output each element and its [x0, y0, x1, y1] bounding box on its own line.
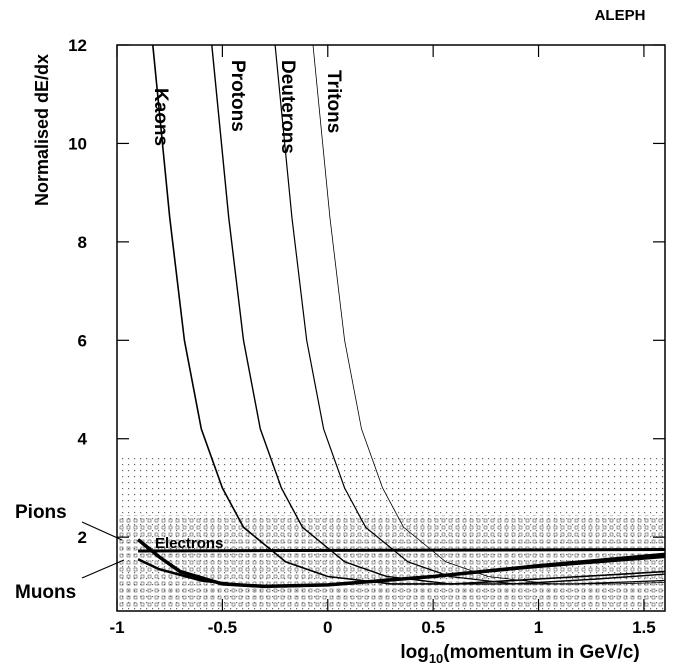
y-tick-label: 10	[68, 134, 87, 153]
series-label: Kaons	[150, 88, 171, 146]
series-label: Protons	[227, 60, 248, 132]
x-tick-label: 0.5	[421, 618, 445, 637]
series-label: Tritons	[323, 70, 344, 133]
x-label-sub: 10	[429, 651, 443, 666]
x-label-pre: log	[400, 642, 429, 663]
series-label: Pions	[15, 502, 67, 523]
pions-arrow	[81, 521, 123, 541]
curve	[152, 44, 666, 585]
series-label: Electrons	[155, 535, 223, 552]
x-tick-label: 1	[534, 618, 543, 637]
y-tick-label: 6	[78, 331, 87, 350]
series-label: Muons	[15, 582, 76, 603]
plot-frame	[116, 44, 666, 612]
x-tick-label: 0	[323, 618, 332, 637]
x-tick-label: -1	[109, 618, 124, 637]
x-axis-label: log10(momentum in GeV/c)	[400, 642, 639, 666]
y-tick-label: 2	[78, 528, 87, 547]
x-tick-label: -0.5	[208, 618, 237, 637]
curve	[312, 44, 666, 585]
y-tick-label: 8	[78, 233, 87, 252]
x-tick-label: 1.5	[632, 618, 656, 637]
curve	[274, 44, 666, 585]
y-tick-label: 12	[68, 36, 87, 55]
curve	[211, 44, 666, 585]
chart-title: ALEPH	[595, 7, 646, 24]
curve	[137, 555, 666, 588]
series-label: Deuterons	[277, 60, 298, 154]
x-label-post: (momentum in GeV/c)	[443, 642, 639, 663]
y-tick-label: 4	[78, 430, 88, 449]
y-axis-label: Normalised dE/dx	[32, 54, 52, 206]
curve	[138, 548, 666, 553]
